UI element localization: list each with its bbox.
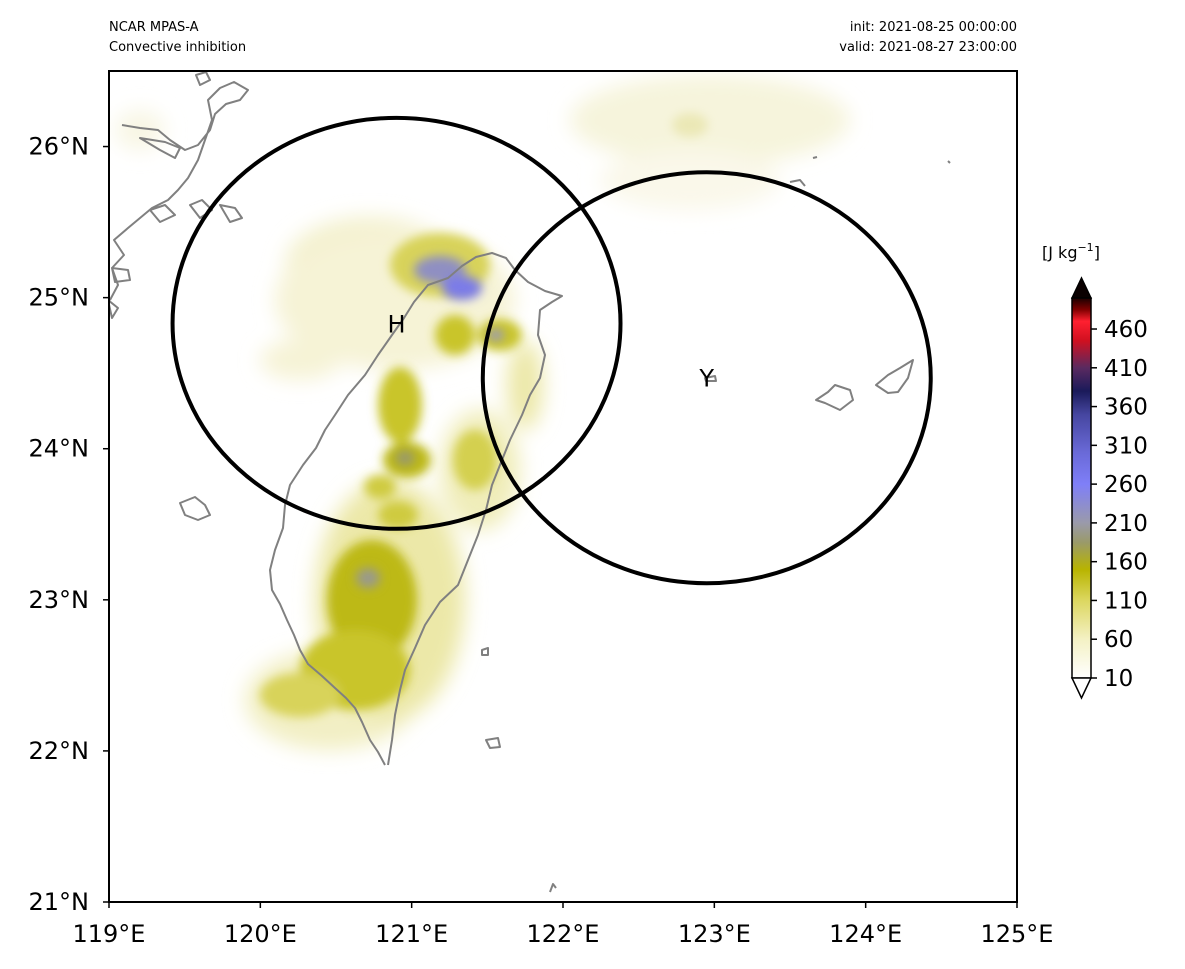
marker-label-y: Y xyxy=(698,365,714,393)
map-background xyxy=(109,71,1017,902)
lon-tick-label: 125°E xyxy=(981,920,1054,948)
colorbar: [J kg−1] 10 60 110 160 210 260 310 360 410 460 xyxy=(1042,241,1148,700)
longitude-axis: 119°E 120°E 121°E 122°E 123°E 124°E 125°E xyxy=(73,902,1054,948)
colorbar-tick-label: 360 xyxy=(1104,395,1148,421)
lat-tick-label: 26°N xyxy=(29,133,90,161)
lon-tick-label: 122°E xyxy=(527,920,600,948)
miyako-island xyxy=(875,359,914,394)
radar-ring-h xyxy=(170,115,623,531)
lat-tick-label: 22°N xyxy=(29,737,90,765)
colorbar-tick-label: 10 xyxy=(1104,666,1133,692)
cin-shading xyxy=(115,75,850,750)
colorbar-extend-max xyxy=(1070,276,1093,299)
colorbar-gradient xyxy=(1071,297,1092,679)
init-time: init: 2021-08-25 00:00:00 xyxy=(849,20,1017,35)
cin-high xyxy=(356,256,504,588)
yonaguni-island xyxy=(704,375,717,382)
orchid-island xyxy=(485,737,501,749)
cin-light-halo xyxy=(115,75,850,750)
colorbar-extend-min xyxy=(1070,677,1093,700)
colorbar-tick-label: 260 xyxy=(1104,472,1148,498)
latitude-axis: 21°N 22°N 23°N 24°N 25°N 26°N xyxy=(29,133,109,916)
colorbar-tick-label: 110 xyxy=(1104,588,1148,614)
time-block: init: 2021-08-25 00:00:00 valid: 2021-08… xyxy=(839,18,1017,58)
colorbar-tick-label: 210 xyxy=(1104,511,1148,537)
taiwan-coastline xyxy=(269,252,563,766)
map-panel: H Y 119°E 120°E 121°E 122°E 123°E 124°E 125°E … xyxy=(29,70,1054,948)
lon-tick-label: 124°E xyxy=(829,920,902,948)
lat-tick-label: 24°N xyxy=(29,435,90,463)
small-islets xyxy=(549,156,951,893)
lon-tick-label: 119°E xyxy=(73,920,146,948)
lat-tick-label: 23°N xyxy=(29,586,90,614)
radar-ring-y xyxy=(480,170,933,586)
lat-tick-label: 25°N xyxy=(29,284,90,312)
marker-label-h: H xyxy=(388,310,406,338)
lon-tick-label: 120°E xyxy=(224,920,297,948)
title-block: NCAR MPAS-A Convective inhibition xyxy=(109,18,246,58)
colorbar-tick-label: 60 xyxy=(1104,627,1133,653)
colorbar-tick-label: 160 xyxy=(1104,550,1148,576)
penghu-islands xyxy=(179,496,211,521)
valid-time: valid: 2021-08-27 23:00:00 xyxy=(839,40,1017,55)
colorbar-ticks: 10 60 110 160 210 260 310 360 410 460 xyxy=(1091,317,1148,692)
colorbar-units: [J kg−1] xyxy=(1042,241,1100,262)
colorbar-tick-label: 460 xyxy=(1104,317,1148,343)
radar-rings: H Y xyxy=(170,115,933,586)
ishigaki-island xyxy=(815,384,854,411)
model-name: NCAR MPAS-A xyxy=(109,20,199,35)
lon-tick-label: 121°E xyxy=(375,920,448,948)
colorbar-tick-label: 310 xyxy=(1104,433,1148,459)
field-name: Convective inhibition xyxy=(109,40,247,55)
green-island xyxy=(481,647,489,656)
lon-tick-label: 123°E xyxy=(678,920,751,948)
colorbar-tick-label: 410 xyxy=(1104,356,1148,382)
lat-tick-label: 21°N xyxy=(29,888,90,916)
